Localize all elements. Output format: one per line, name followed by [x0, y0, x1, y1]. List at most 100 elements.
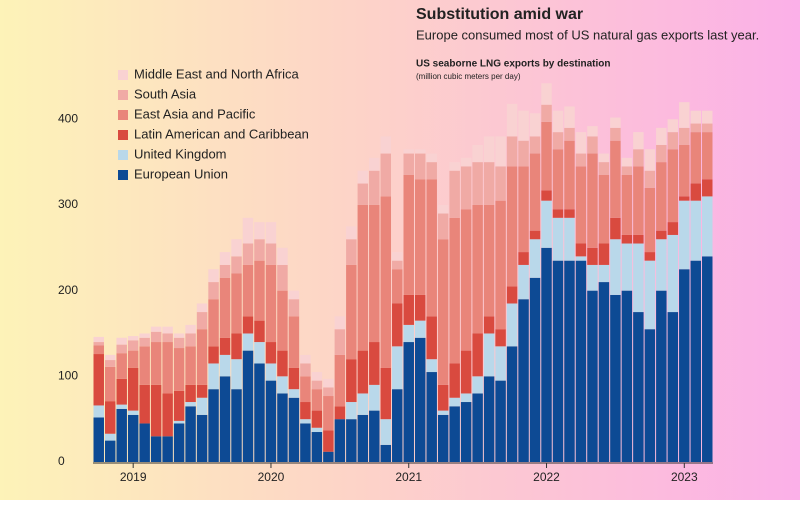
- bar-segment: [311, 372, 323, 381]
- bar-segment: [196, 414, 208, 462]
- bar-segment: [254, 239, 265, 261]
- bar-segment: [575, 243, 587, 257]
- bar-segment: [380, 444, 392, 462]
- bar-segment: [690, 260, 702, 462]
- bar-segment: [139, 337, 150, 347]
- bar-segment: [449, 363, 460, 398]
- bar-segment: [690, 183, 702, 201]
- bar-segment: [311, 427, 323, 433]
- bar-segment: [541, 247, 552, 462]
- bar-segment: [357, 170, 369, 184]
- bar-segment: [288, 389, 300, 398]
- bar-segment: [300, 376, 311, 403]
- bar-segment: [460, 209, 472, 351]
- bar-segment: [414, 153, 426, 180]
- bar-segment: [288, 397, 300, 462]
- legend-swatch: [118, 70, 128, 80]
- bar-segment: [369, 204, 380, 343]
- bar-segment: [254, 342, 265, 364]
- bar-segment: [334, 329, 346, 355]
- bar-segment: [633, 166, 644, 235]
- bar-segment: [483, 376, 495, 462]
- bar-segment: [483, 204, 495, 317]
- bar-segment: [702, 132, 713, 180]
- bar-segment: [265, 342, 277, 364]
- bar-segment: [644, 260, 656, 330]
- bar-segment: [529, 113, 541, 137]
- legend-label: United Kingdom: [134, 146, 227, 161]
- y-tick-label: 400: [58, 111, 78, 125]
- bar-segment: [173, 348, 185, 391]
- bar-segment: [587, 136, 598, 154]
- bar-segment: [633, 312, 644, 462]
- bar-segment: [150, 326, 162, 332]
- bar-segment: [300, 354, 311, 364]
- bar-segment: [449, 170, 460, 218]
- bar-segment: [288, 299, 300, 317]
- bar-segment: [472, 333, 483, 377]
- bar-segment: [242, 350, 254, 462]
- bar-segment: [139, 423, 150, 462]
- bar-segment: [357, 350, 369, 394]
- units: (million cubic meters per day): [416, 72, 521, 81]
- bar-segment: [392, 389, 403, 462]
- bar-segment: [357, 393, 369, 415]
- bar-segment: [346, 239, 357, 265]
- bar-segment: [575, 260, 587, 462]
- bar-segment: [104, 433, 116, 441]
- bar-segment: [311, 389, 323, 411]
- bar-segment: [139, 346, 150, 385]
- bar-segment: [208, 346, 219, 364]
- bar-segment: [104, 366, 116, 402]
- bar-segment: [104, 360, 116, 367]
- bar-segment: [196, 303, 208, 313]
- bar-segment: [403, 174, 414, 295]
- bar-segment: [541, 190, 552, 201]
- bar-segment: [598, 282, 610, 462]
- x-tick-label: 2020: [258, 470, 285, 484]
- bar-segment: [127, 350, 139, 368]
- bar-segment: [667, 312, 679, 462]
- bar-segment: [633, 132, 644, 150]
- legend-label: South Asia: [134, 86, 197, 101]
- bar-segment: [219, 252, 231, 265]
- bar-segment: [667, 234, 679, 313]
- bar-segment: [483, 136, 495, 163]
- bar-segment: [208, 282, 219, 300]
- bar-segment: [185, 346, 196, 385]
- bar-segment: [426, 359, 437, 373]
- bar-segment: [196, 329, 208, 385]
- bar-segment: [518, 252, 529, 265]
- bar-segment: [610, 239, 621, 295]
- bar-segment: [598, 162, 610, 175]
- bar-segment: [449, 217, 460, 364]
- bar-segment: [323, 451, 334, 462]
- bar-segment: [104, 440, 116, 462]
- bar-segment: [323, 387, 334, 397]
- bar-segment: [369, 410, 380, 462]
- legend-swatch: [118, 130, 128, 140]
- bar-segment: [231, 389, 242, 462]
- bar-segment: [185, 324, 196, 334]
- bar-segment: [518, 110, 529, 141]
- x-tick-label: 2023: [671, 470, 698, 484]
- bar-segment: [426, 372, 437, 462]
- bar-segment: [621, 290, 633, 462]
- bar-segment: [196, 312, 208, 330]
- chart-title: Substitution amid war: [416, 6, 583, 23]
- bar-segment: [277, 376, 288, 394]
- bar-segment: [219, 277, 231, 338]
- bar-segment: [346, 264, 357, 360]
- bar-segment: [541, 104, 552, 122]
- bar-segment: [541, 200, 552, 248]
- bar-segment: [610, 127, 621, 141]
- bar-segment: [173, 390, 185, 421]
- bar-segment: [392, 346, 403, 390]
- legend-label: Middle East and North Africa: [134, 66, 300, 81]
- bar-segment: [403, 149, 414, 154]
- bar-segment: [460, 350, 472, 394]
- bar-segment: [196, 397, 208, 415]
- legend-label: Latin American and Caribbean: [134, 126, 309, 141]
- bar-segment: [357, 204, 369, 351]
- bar-segment: [426, 316, 437, 360]
